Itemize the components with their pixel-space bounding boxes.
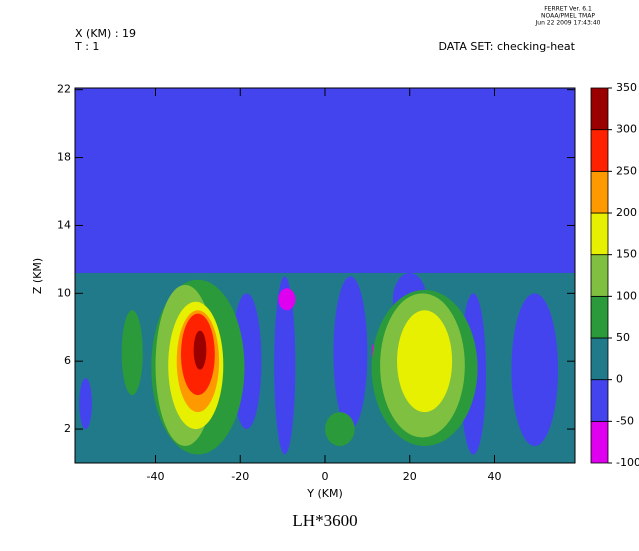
x-axis-label: Y (KM) [306, 487, 343, 500]
y-tick-label: 6 [64, 354, 71, 367]
colorbar-band [590, 379, 609, 422]
x-tick-label: 40 [487, 470, 501, 483]
y-tick-label: 18 [57, 151, 71, 164]
region [325, 412, 355, 447]
y-tick-label: 14 [57, 218, 71, 231]
colorbar-band [590, 87, 609, 131]
field [75, 88, 575, 463]
colorbar-label: 300 [616, 123, 637, 136]
region [121, 310, 143, 396]
region [511, 293, 559, 447]
colorbar-band [590, 254, 609, 297]
y-tick-label: 10 [57, 286, 71, 299]
region [397, 310, 453, 413]
colorbar-label: 100 [616, 289, 637, 302]
stamp-lab: NOAA/PMEL TMAP [541, 13, 595, 20]
region [193, 330, 207, 370]
region [333, 276, 368, 430]
regions [75, 88, 575, 463]
x-tick-label: 0 [322, 470, 329, 483]
region [79, 378, 92, 430]
region [278, 288, 296, 311]
colorbar-band [590, 170, 609, 214]
stamp-date: Jun 22 2009 17:43:40 [535, 20, 601, 27]
x-tick-label: -20 [231, 470, 249, 483]
y-tick-label: 22 [57, 83, 71, 96]
x-tick-label: 20 [403, 470, 417, 483]
colorbar-label: 200 [616, 206, 637, 219]
header-dataset: DATA SET: checking-heat [439, 40, 576, 53]
region [274, 276, 296, 455]
colorbar-label: -100 [616, 456, 639, 469]
colorbar-label: 350 [616, 81, 637, 94]
y-tick-label: 2 [64, 422, 71, 435]
y-axis-label: Z (KM) [31, 258, 44, 294]
colorbar-band [590, 337, 609, 381]
colorbar-band [590, 420, 609, 464]
colorbar-label: 250 [616, 164, 637, 177]
region [75, 272, 575, 463]
colorbar-label: 50 [616, 331, 630, 344]
colorbar-band [590, 295, 609, 339]
header-x: X (KM) : 19 [75, 27, 136, 40]
header-t: T : 1 [74, 40, 99, 53]
colorbar-label: -50 [616, 414, 634, 427]
colorbar-label: 0 [616, 373, 623, 386]
colorbar-label: 150 [616, 248, 637, 261]
colorbar-band [590, 129, 609, 172]
x-tick-label: -40 [147, 470, 165, 483]
chart-title: LH*3600 [292, 511, 357, 530]
colorbar-band [590, 212, 609, 256]
stamp-version: FERRET Ver. 6.1 [544, 6, 592, 13]
